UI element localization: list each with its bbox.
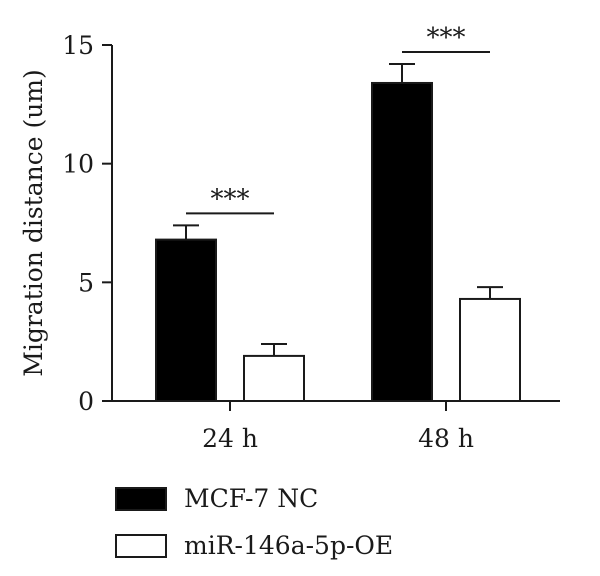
- axes-group: 0 5 10 15 24 h 48 h: [62, 31, 560, 453]
- legend-label: miR-146a-5p-OE: [184, 531, 393, 560]
- significance-label: ***: [211, 184, 250, 214]
- bars-group: [155, 62, 521, 403]
- bar: [155, 238, 217, 402]
- y-tick-label: 10: [62, 150, 94, 179]
- x-tick-label: 48 h: [418, 424, 474, 453]
- significance-label: ***: [427, 23, 466, 53]
- bar: [371, 81, 433, 403]
- legend-swatch: [115, 534, 167, 558]
- legend-swatch: [115, 487, 167, 511]
- y-tick-label: 5: [78, 268, 94, 297]
- legend: MCF-7 NC miR-146a-5p-OE: [115, 484, 393, 560]
- significance-group: *** ***: [186, 23, 490, 215]
- bar: [459, 297, 521, 402]
- y-axis-label: Migration distance (um): [19, 69, 48, 377]
- y-tick-label: 15: [62, 31, 94, 60]
- bar: [243, 354, 305, 403]
- legend-label: MCF-7 NC: [184, 484, 318, 513]
- y-tick-label: 0: [78, 387, 94, 416]
- x-tick-label: 24 h: [202, 424, 258, 453]
